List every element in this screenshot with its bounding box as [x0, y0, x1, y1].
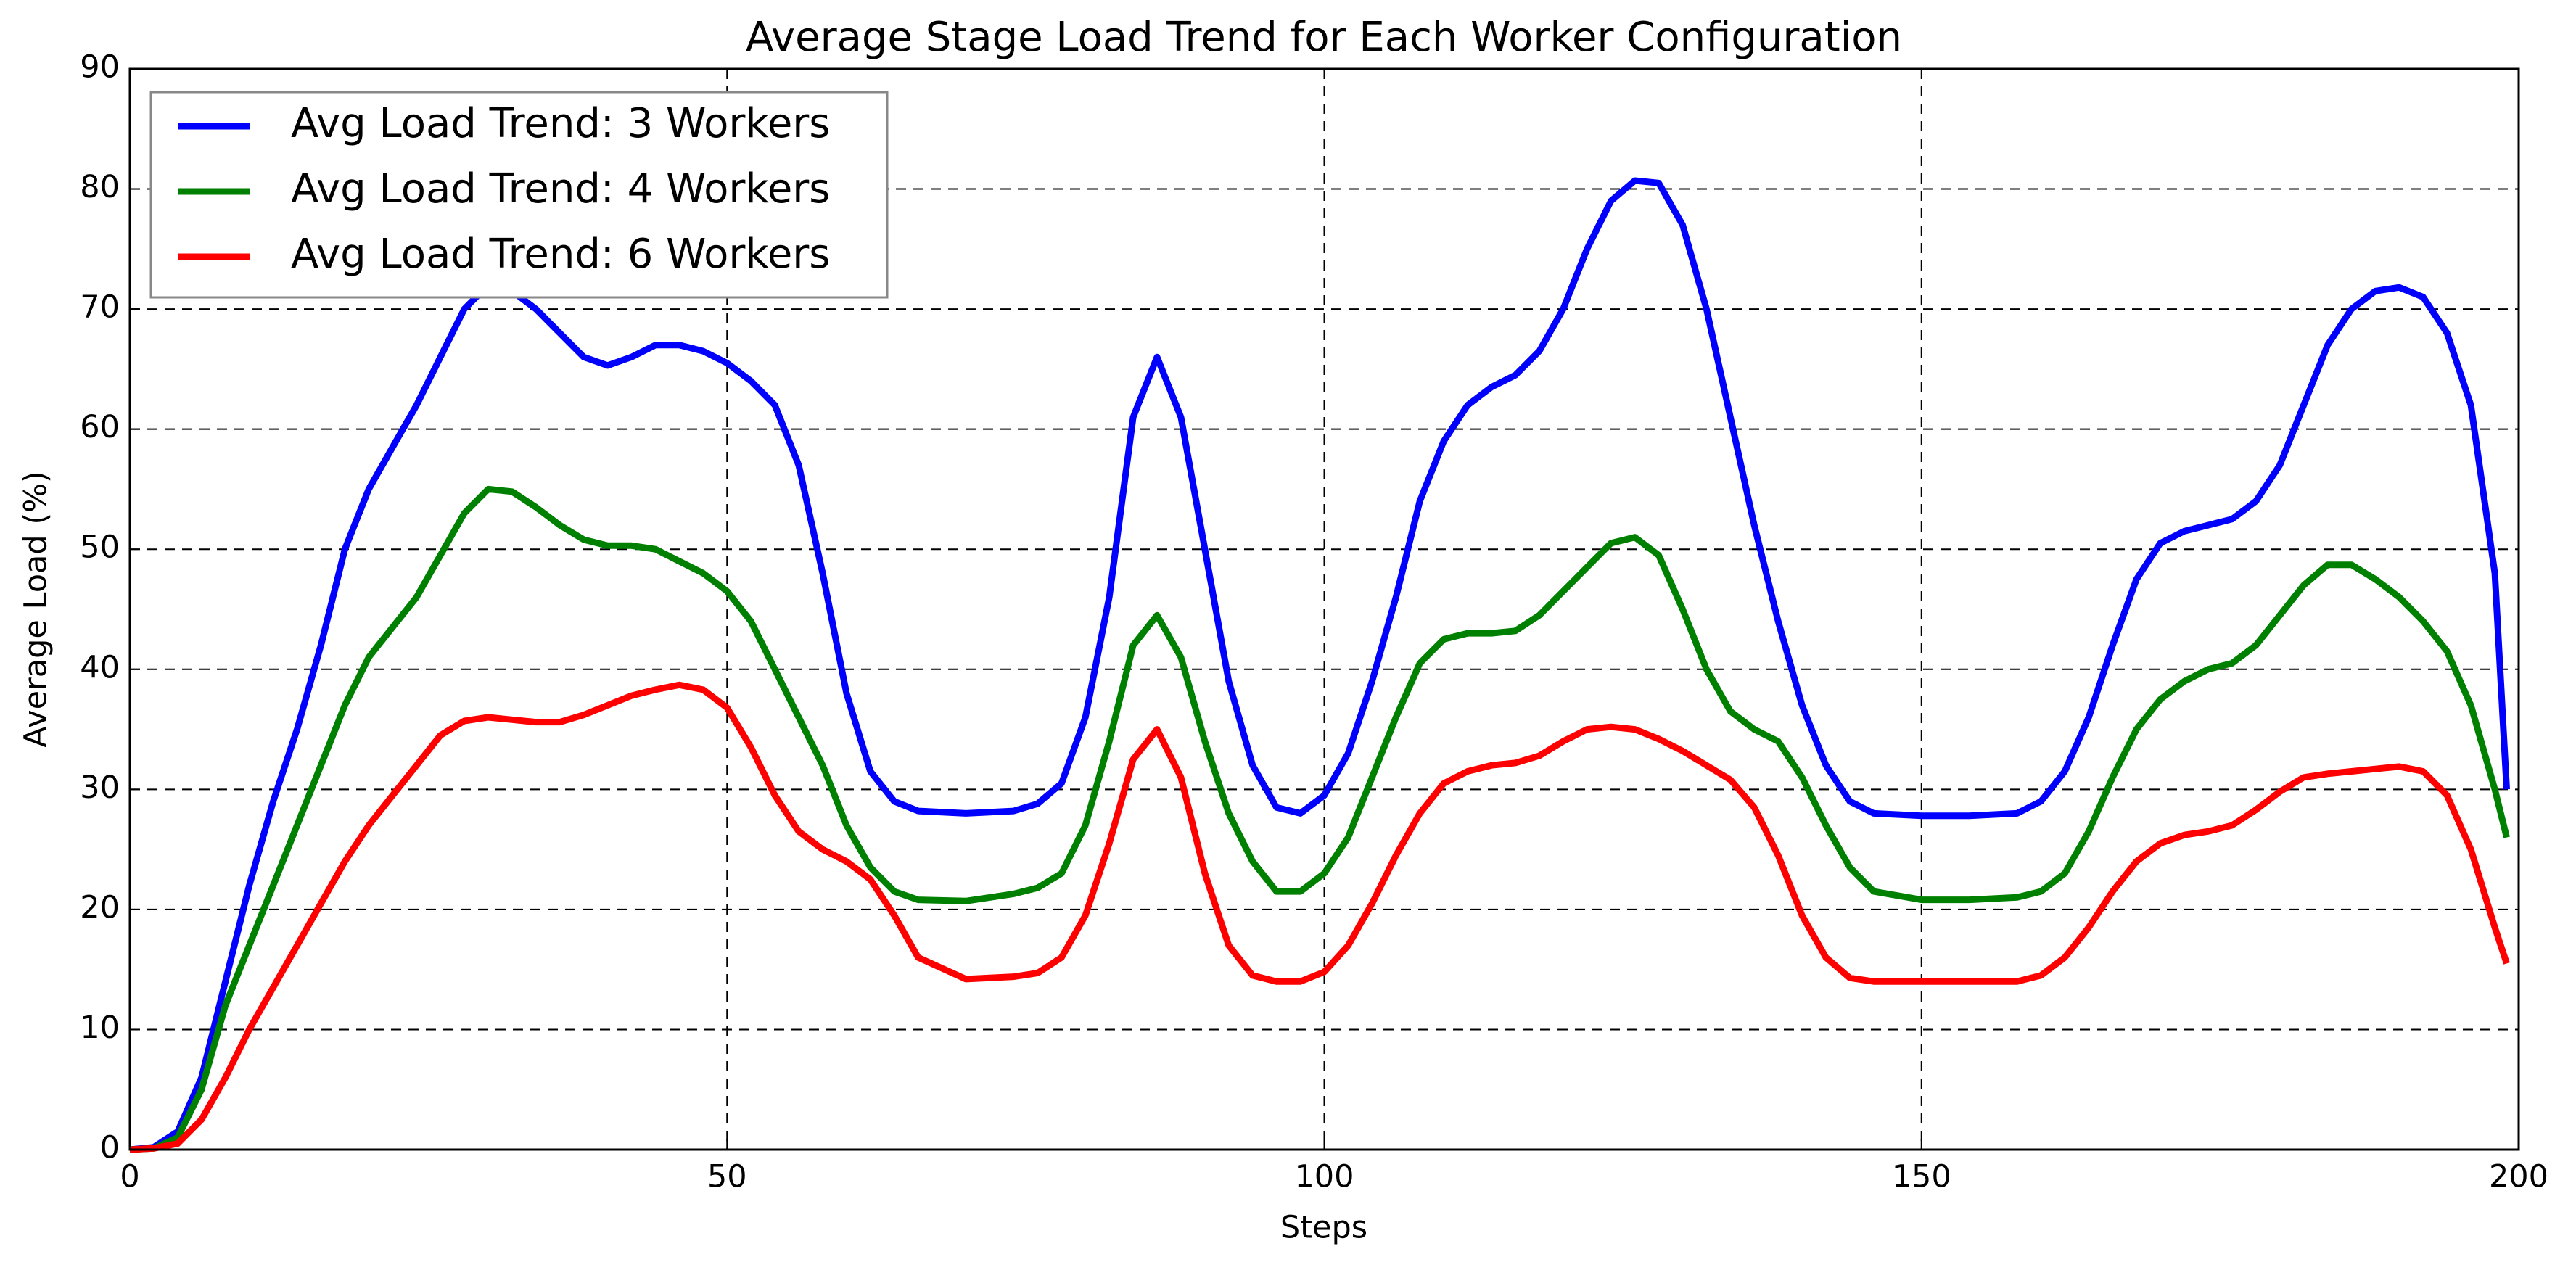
x-tick-label: 200: [2489, 1159, 2548, 1195]
legend-label: Avg Load Trend: 4 Workers: [291, 165, 830, 213]
legend-label: Avg Load Trend: 3 Workers: [291, 100, 830, 147]
x-axis-label: Steps: [1280, 1210, 1367, 1246]
y-tick-label: 30: [80, 770, 120, 806]
y-tick-label: 80: [80, 169, 120, 205]
y-tick-label: 20: [80, 889, 120, 925]
y-tick-label: 40: [80, 649, 120, 685]
series-line: [129, 681, 2510, 1153]
x-tick-label: 0: [120, 1159, 139, 1195]
x-tick-label: 100: [1294, 1159, 1354, 1195]
y-tick-label: 0: [100, 1130, 120, 1166]
y-tick-label: 70: [80, 289, 120, 326]
y-axis-label: Average Load (%): [18, 471, 54, 747]
legend-box: [149, 91, 889, 299]
y-tick-label: 60: [80, 409, 120, 445]
plot-frame: [128, 67, 2520, 1151]
chart-title: Average Stage Load Trend for Each Worker…: [746, 14, 1902, 61]
legend-label: Avg Load Trend: 6 Workers: [291, 231, 830, 278]
series-line: [129, 485, 2510, 1153]
y-tick-label: 10: [80, 1010, 120, 1046]
x-tick-label: 50: [707, 1159, 747, 1195]
y-tick-label: 90: [80, 49, 120, 86]
x-tick-label: 150: [1892, 1159, 1951, 1195]
y-tick-label: 50: [80, 529, 120, 566]
